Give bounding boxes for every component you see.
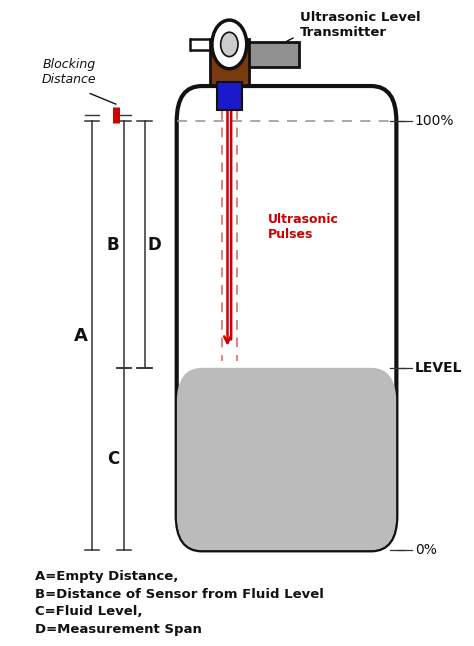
- Circle shape: [220, 32, 238, 57]
- Text: Ultrasonic
Pulses: Ultrasonic Pulses: [268, 213, 339, 241]
- Text: 100%: 100%: [415, 114, 454, 129]
- Text: A=Empty Distance,: A=Empty Distance,: [35, 570, 178, 583]
- Text: D: D: [148, 236, 162, 253]
- FancyBboxPatch shape: [177, 368, 396, 550]
- Text: 0%: 0%: [415, 543, 437, 557]
- Text: B: B: [107, 236, 119, 253]
- Text: C=Fluid Level,: C=Fluid Level,: [35, 605, 142, 618]
- Bar: [217, 82, 242, 110]
- Bar: [210, 39, 249, 85]
- FancyBboxPatch shape: [177, 86, 396, 550]
- Text: D=Measurement Span: D=Measurement Span: [35, 623, 202, 636]
- Text: Ultrasonic Level
Transmitter: Ultrasonic Level Transmitter: [300, 11, 421, 39]
- Text: LEVEL: LEVEL: [415, 361, 462, 375]
- Text: A: A: [73, 327, 88, 345]
- Text: C: C: [107, 450, 119, 468]
- Bar: [249, 43, 300, 67]
- Circle shape: [212, 20, 247, 68]
- Text: B=Distance of Sensor from Fluid Level: B=Distance of Sensor from Fluid Level: [35, 587, 324, 601]
- Text: Blocking
Distance: Blocking Distance: [42, 58, 96, 86]
